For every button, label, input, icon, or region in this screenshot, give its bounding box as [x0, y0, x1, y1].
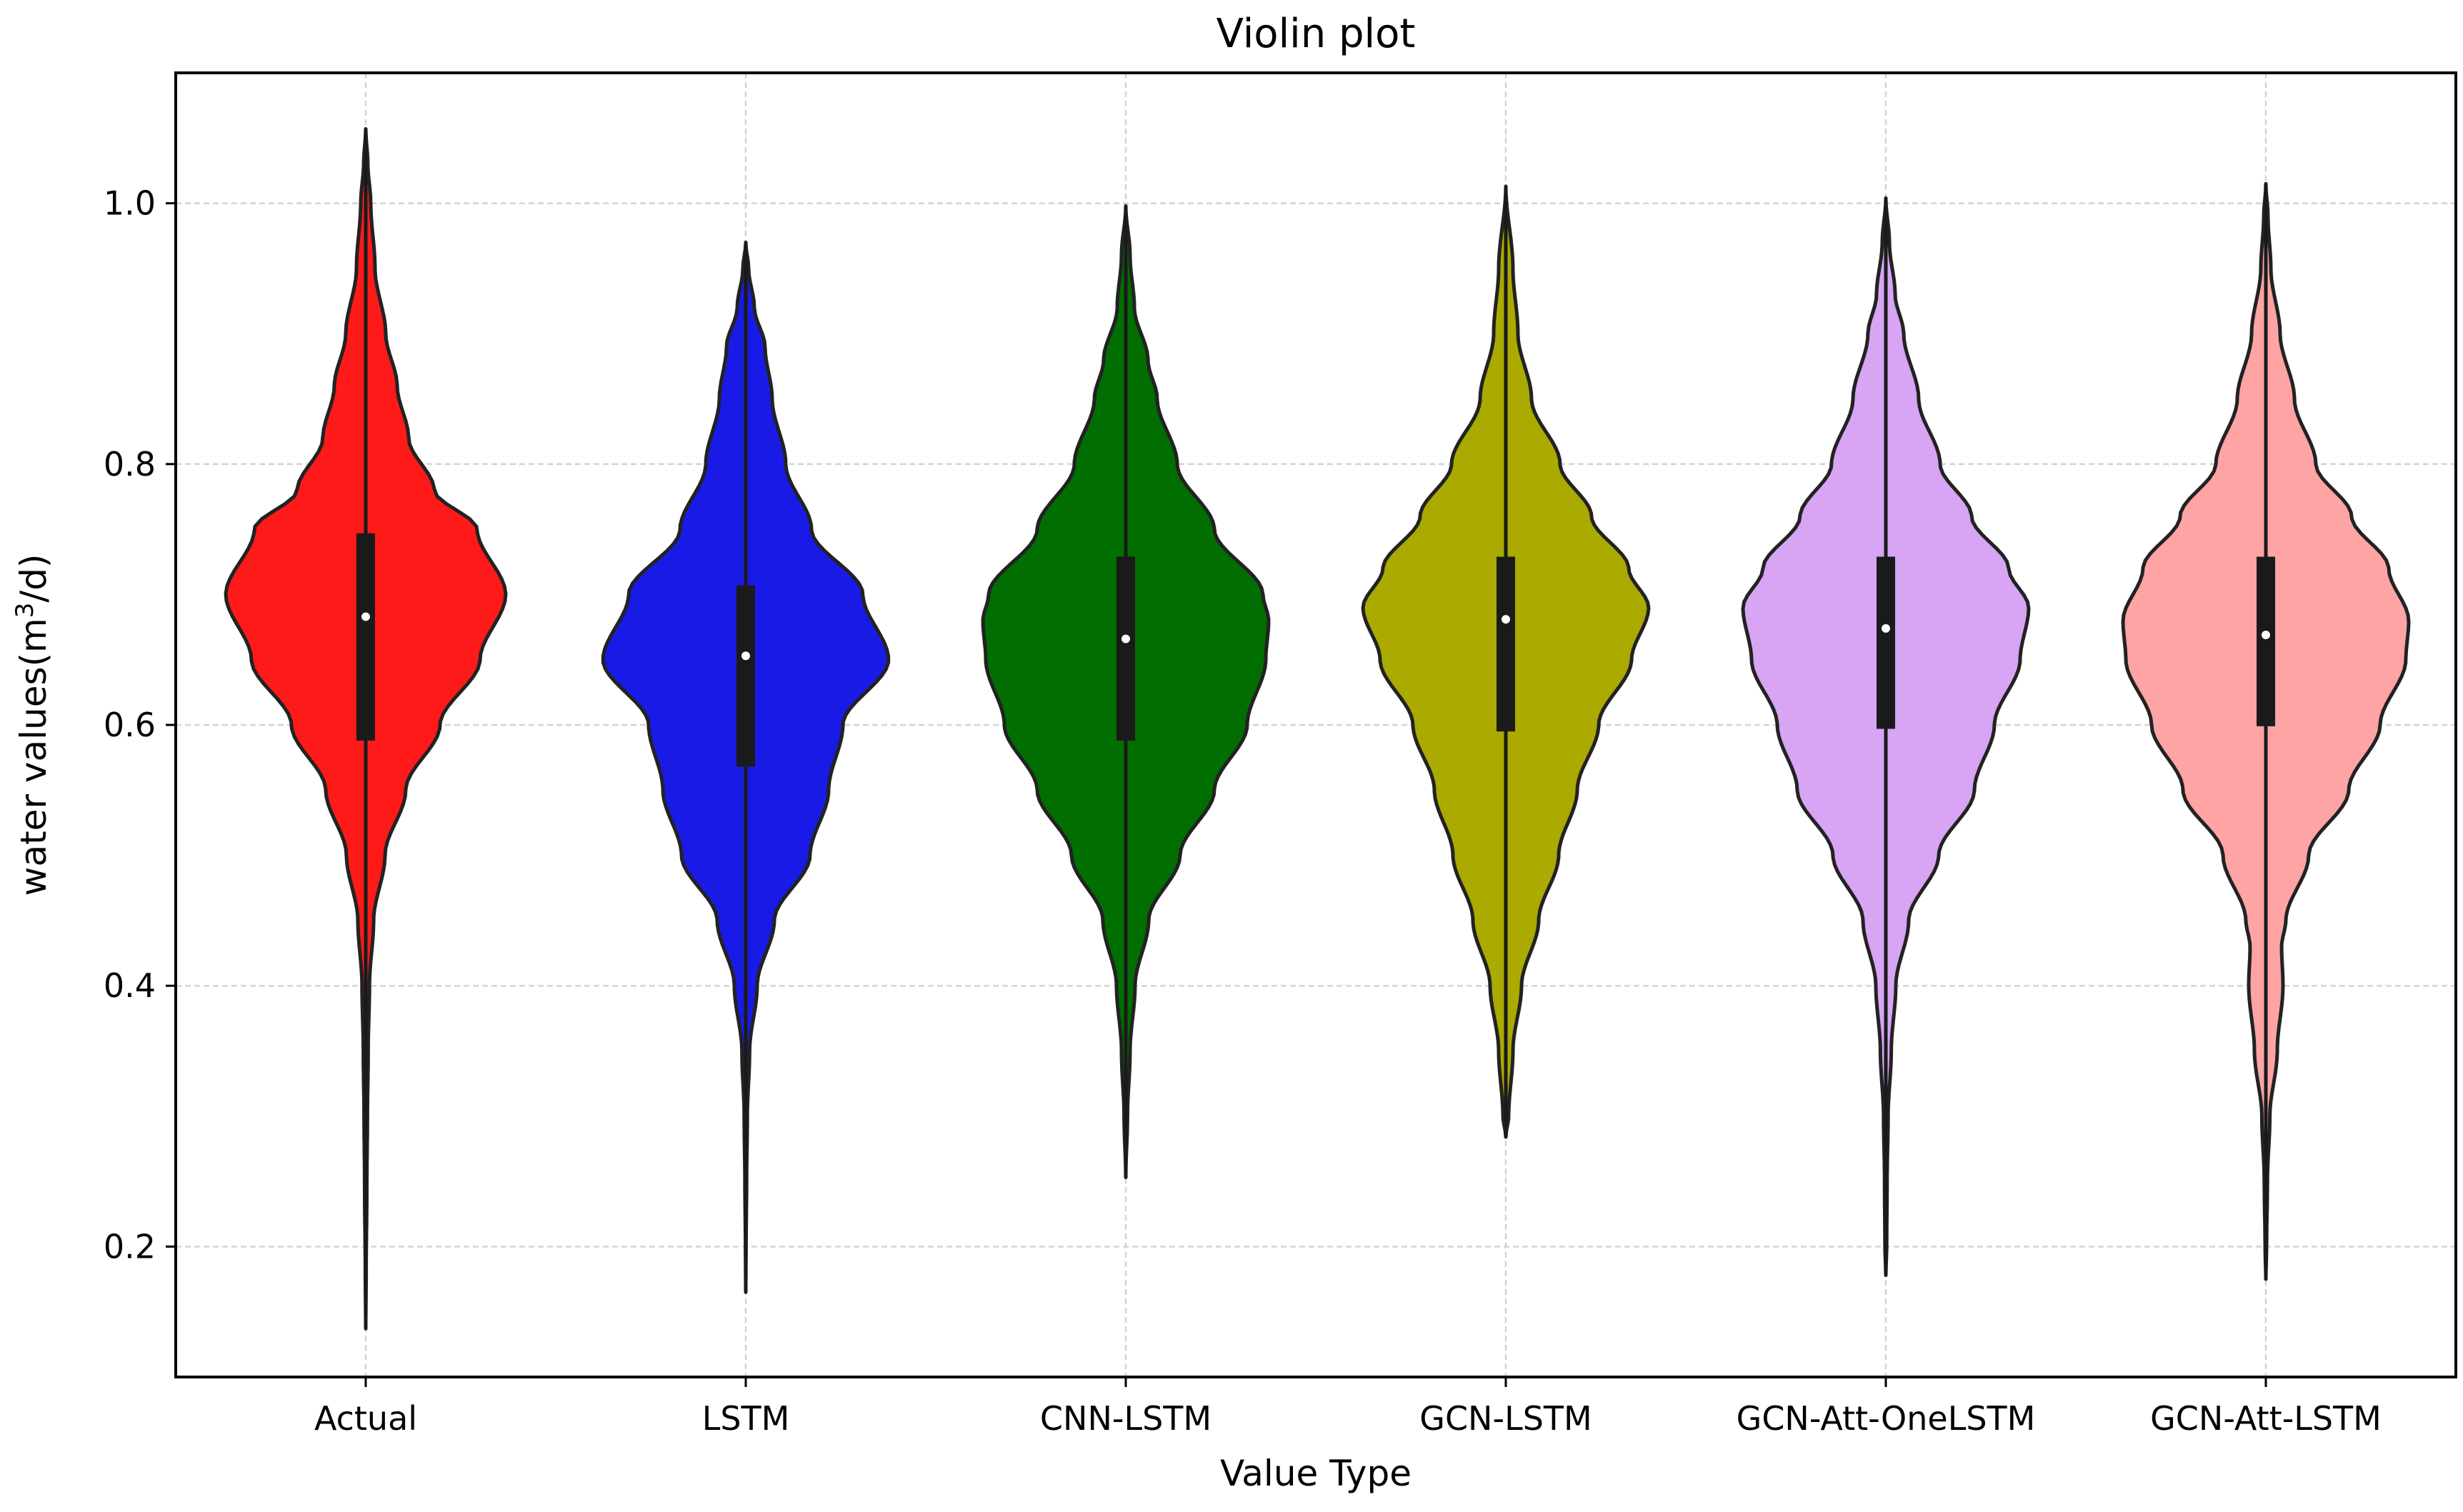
- violin-gcn-att-onelstm: [1741, 196, 2031, 1278]
- violin-iqr-box: [1116, 556, 1135, 741]
- x-tick-label: GCN-LSTM: [1419, 1399, 1592, 1438]
- violin-iqr-box: [2257, 556, 2275, 726]
- violin-median-dot: [1882, 624, 1890, 633]
- y-tick-label: 0.8: [104, 445, 156, 484]
- violin-lstm: [601, 240, 891, 1294]
- violin-iqr-box: [356, 533, 375, 741]
- y-tick-label: 0.4: [104, 966, 156, 1005]
- y-axis-label-prefix: water values(m: [13, 618, 54, 896]
- x-tick-label: GCN-Att-OneLSTM: [1737, 1399, 2036, 1438]
- violin-iqr-box: [1497, 556, 1515, 732]
- violin-actual: [224, 127, 508, 1331]
- violin-gcn-att-lstm: [2121, 181, 2411, 1281]
- plot-frame: [174, 71, 2457, 1378]
- x-tick-label: GCN-Att-LSTM: [2150, 1399, 2382, 1438]
- tick-layer: 0.2 0.4 0.6 0.8 1.0 Actual LSTM CNN-LSTM GCN-LST…: [104, 184, 2382, 1438]
- x-tick-label: Actual: [314, 1399, 417, 1438]
- violin-median-dot: [2262, 631, 2270, 640]
- violin-layer: [224, 127, 2411, 1331]
- violin-cnn-lstm: [981, 204, 1271, 1180]
- y-axis-label: water values(m3/d): [11, 554, 54, 896]
- y-tick-label: 0.2: [104, 1227, 156, 1266]
- x-axis-label: Value Type: [1220, 1453, 1412, 1494]
- x-tick-label: CNN-LSTM: [1040, 1399, 1211, 1438]
- violin-median-dot: [361, 612, 370, 621]
- violin-median-dot: [1502, 615, 1510, 624]
- y-axis-label-suffix: /d): [13, 554, 54, 603]
- y-tick-label: 1.0: [104, 184, 156, 223]
- y-axis-label-superscript: 3: [11, 603, 39, 619]
- chart-title: Violin plot: [1216, 11, 1416, 57]
- x-tick-label: LSTM: [702, 1399, 790, 1438]
- violin-median-dot: [1121, 634, 1130, 644]
- violin-median-dot: [741, 651, 750, 661]
- grid-layer: [176, 73, 2456, 1377]
- violin-gcn-lstm: [1361, 184, 1651, 1139]
- violin-iqr-box: [736, 585, 755, 767]
- y-tick-label: 0.6: [104, 706, 156, 744]
- violin-iqr-box: [1877, 556, 1895, 729]
